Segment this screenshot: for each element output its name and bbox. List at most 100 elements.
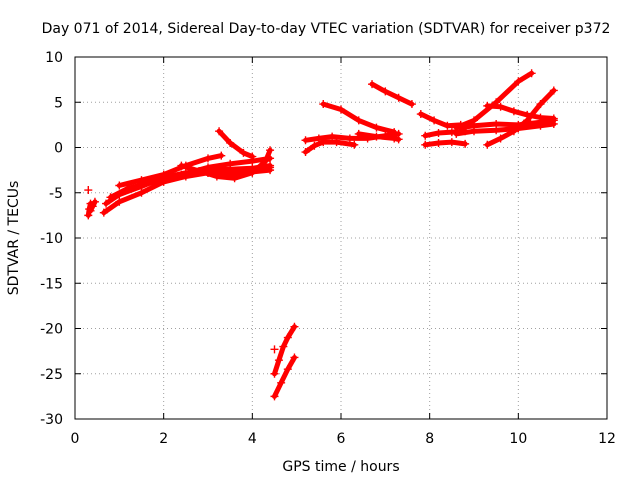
data-point: [88, 202, 97, 211]
x-axis-label: GPS time / hours: [282, 459, 399, 475]
series-line: [484, 103, 557, 121]
data-point: [283, 365, 292, 374]
series-arc-15: [301, 138, 359, 157]
data-point: [483, 140, 492, 149]
data-point: [345, 134, 354, 143]
data-point: [527, 69, 536, 78]
data-point: [86, 206, 95, 215]
y-tick-label: -25: [40, 367, 63, 383]
y-tick-label: -5: [49, 186, 63, 202]
data-point: [461, 139, 470, 148]
data-point: [137, 179, 146, 188]
series-line: [484, 88, 557, 148]
data-series: [84, 69, 558, 401]
data-point: [301, 136, 310, 145]
data-point: [248, 168, 257, 177]
data-point: [84, 211, 93, 220]
data-point: [456, 123, 465, 132]
data-point: [270, 345, 279, 354]
series-arc-21: [421, 138, 470, 149]
x-tick-label: 2: [159, 431, 168, 447]
x-tick-label: 12: [598, 431, 616, 447]
data-point: [332, 138, 341, 147]
data-point: [492, 119, 501, 128]
data-point: [90, 197, 99, 206]
data-point: [177, 161, 186, 170]
series-line: [422, 139, 468, 148]
data-point: [99, 208, 108, 217]
y-tick-label: 5: [54, 95, 63, 111]
data-point: [381, 87, 390, 96]
data-point: [266, 146, 275, 155]
data-point: [279, 342, 288, 351]
series-arc-10: [84, 186, 93, 195]
data-point: [290, 353, 299, 362]
data-point: [368, 80, 377, 89]
x-tick-label: 0: [71, 431, 80, 447]
data-point: [549, 86, 558, 95]
series-arc-12: [270, 353, 299, 401]
y-tick-label: -15: [40, 276, 63, 292]
data-point: [226, 138, 235, 147]
data-point: [230, 174, 239, 183]
series-arc-17: [354, 129, 403, 144]
data-point: [270, 369, 279, 378]
y-tick-label: 10: [45, 50, 63, 66]
data-point: [195, 167, 204, 176]
series-line: [303, 139, 357, 155]
x-tick-label: 10: [509, 431, 527, 447]
data-point: [212, 172, 221, 181]
data-point: [204, 154, 212, 163]
data-point: [549, 114, 558, 123]
data-point: [106, 193, 115, 202]
data-point: [443, 121, 452, 130]
axis-ticks: 0 2 4 6 8 10 12 -30 -25 -20 -15 -10 -5 0 5 10: [40, 50, 616, 447]
x-tick-label: 4: [248, 431, 257, 447]
data-point: [159, 174, 168, 183]
data-point: [509, 127, 518, 136]
data-point: [270, 392, 279, 401]
data-point: [215, 127, 224, 136]
data-point: [314, 134, 323, 143]
y-tick-label: 0: [54, 141, 63, 157]
data-point: [310, 141, 319, 150]
data-point: [523, 116, 532, 125]
data-point: [434, 129, 443, 138]
data-point: [261, 157, 270, 166]
data-point: [509, 107, 518, 116]
series-arc-11: [270, 322, 299, 378]
data-point: [536, 113, 545, 122]
series-arc-2: [86, 197, 99, 215]
y-tick-label: -10: [40, 231, 63, 247]
series-line: [369, 81, 415, 107]
y-tick-label: -30: [40, 412, 63, 428]
data-point: [274, 356, 283, 365]
data-point: [115, 197, 124, 206]
series-arc-26: [483, 86, 558, 149]
series-arc-25: [483, 101, 558, 123]
data-point: [447, 138, 456, 147]
data-point: [290, 322, 299, 331]
data-point: [319, 100, 328, 109]
data-point: [536, 100, 545, 109]
series-arc-18: [368, 80, 416, 109]
series-arc-13: [270, 345, 279, 354]
series-line: [272, 355, 297, 399]
data-point: [239, 148, 248, 157]
y-axis-label: SDTVAR / TECUs: [6, 181, 22, 296]
data-point: [390, 134, 399, 143]
chart-title: Day 071 of 2014, Sidereal Day-to-day VTE…: [42, 21, 611, 37]
data-point: [115, 181, 124, 190]
x-tick-label: 6: [337, 431, 346, 447]
x-tick-label: 8: [425, 431, 434, 447]
series-arc-9: [215, 127, 257, 161]
data-point: [496, 102, 505, 111]
data-point: [354, 116, 363, 125]
data-point: [328, 132, 337, 141]
data-point: [181, 169, 190, 178]
data-point: [447, 128, 456, 137]
data-point: [394, 135, 403, 144]
data-point: [84, 186, 93, 195]
data-point: [434, 138, 443, 147]
y-tick-label: -20: [40, 322, 63, 338]
